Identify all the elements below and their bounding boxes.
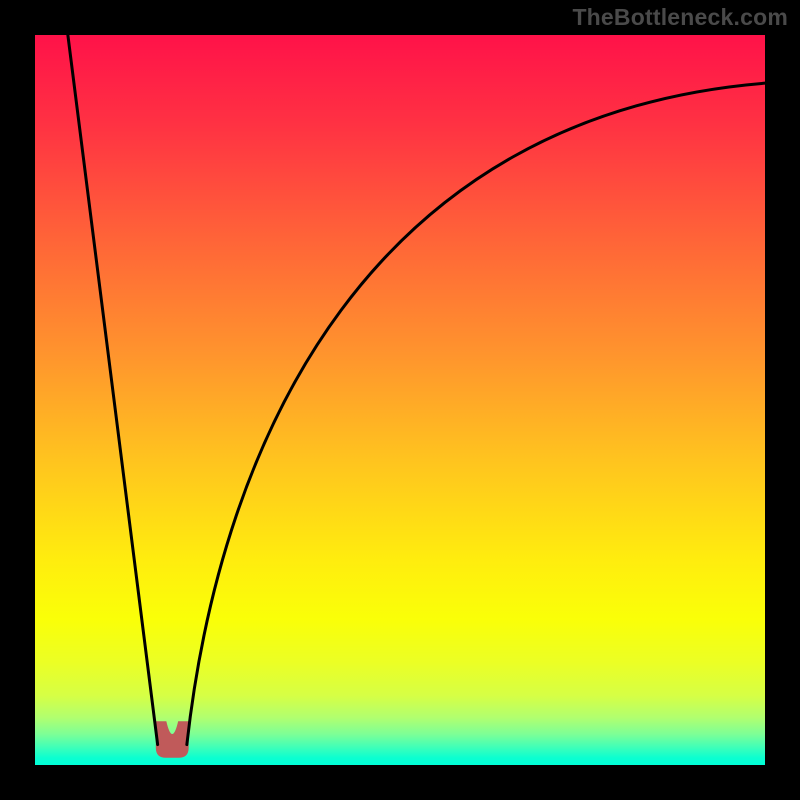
plot-background (35, 35, 765, 765)
chart-svg (0, 0, 800, 800)
watermark-text: TheBottleneck.com (572, 4, 788, 31)
chart-container: TheBottleneck.com (0, 0, 800, 800)
